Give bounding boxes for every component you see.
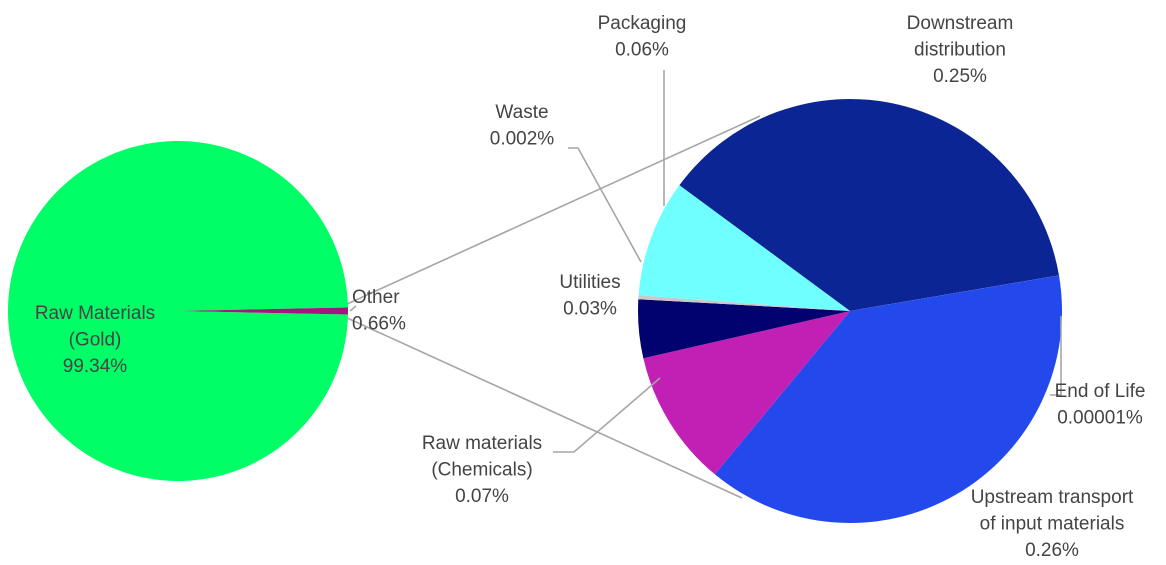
- leader-waste: [568, 147, 642, 263]
- connector-lines: [344, 115, 761, 499]
- leader-raw-materials-chemicals: [553, 377, 661, 453]
- label-downstream-distribution: Downstream distribution 0.25%: [907, 13, 1014, 87]
- label-raw-materials-chemicals: Raw materials (Chemicals) 0.07%: [422, 433, 542, 507]
- connector-bottom: [344, 316, 743, 499]
- slice-downstream-distribution: [679, 98, 1059, 312]
- label-utilities: Utilities 0.03%: [559, 272, 620, 320]
- label-end-of-life: End of Life 0.00001%: [1055, 381, 1146, 429]
- label-other: Other 0.66%: [352, 287, 406, 335]
- slice-waste: [638, 295, 850, 311]
- slice-utilities: [638, 299, 850, 359]
- slice-raw-materials-chemicals: [643, 311, 850, 475]
- slice-upstream-transport-of-input-materials: [714, 275, 1063, 523]
- slice-other: [178, 307, 348, 315]
- label-packaging: Packaging 0.06%: [598, 13, 687, 61]
- connector-top: [344, 115, 761, 306]
- slice-packaging: [638, 185, 850, 311]
- slice-raw-materials: [7, 140, 348, 481]
- leader-other: [349, 305, 357, 312]
- leader-end-of-life: [1050, 316, 1062, 396]
- slice-labels: Raw Materials (Gold) 99.34% Other 0.66% Downs…: [35, 13, 1146, 561]
- secondary-pie: [638, 98, 1063, 523]
- label-raw-materials-gold: Raw Materials (Gold) 99.34%: [35, 303, 155, 377]
- label-waste: Waste 0.002%: [490, 102, 555, 150]
- main-pie: [7, 140, 348, 481]
- label-upstream-transport-of-input-materials: Upstream transport of input materials 0.26…: [971, 487, 1134, 561]
- leader-lines: [349, 70, 1062, 453]
